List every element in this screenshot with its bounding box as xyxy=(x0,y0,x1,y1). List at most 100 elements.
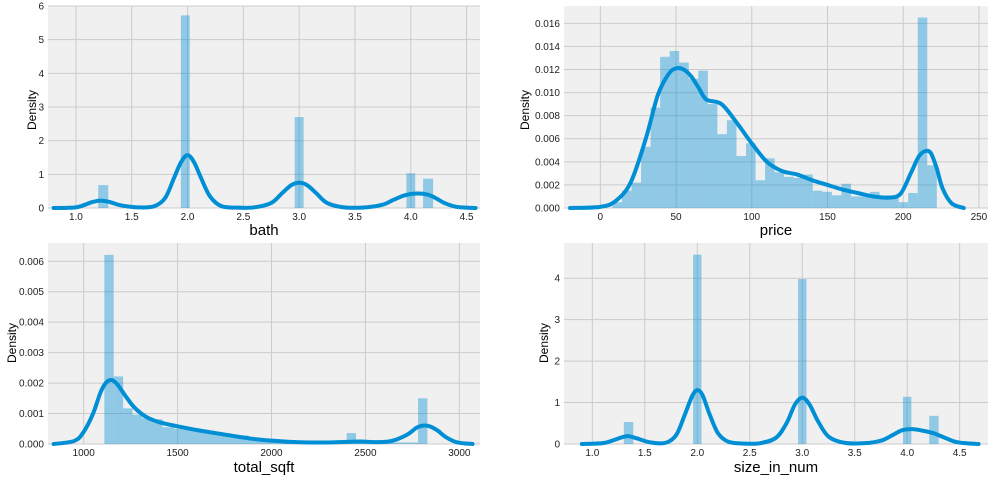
x-tick-label: 1500 xyxy=(166,448,189,459)
y-tick-label: 2 xyxy=(554,357,560,368)
histogram-bar xyxy=(889,196,899,208)
y-tick-label: 6 xyxy=(38,2,44,13)
histogram-bar xyxy=(151,419,163,444)
histogram-bar xyxy=(898,202,909,208)
y-tick-label: 0.006 xyxy=(535,134,560,145)
y-tick-label: 0.012 xyxy=(535,65,560,76)
y-axis-label-price: Density xyxy=(518,90,532,130)
y-tick-label: 5 xyxy=(38,35,44,46)
plot-area-total-sqft xyxy=(48,243,480,444)
y-tick-label: 1 xyxy=(38,170,44,181)
histogram-bar xyxy=(418,398,428,444)
grid-bath xyxy=(48,5,480,209)
grid-price xyxy=(564,6,988,209)
x-tick-label: 1.5 xyxy=(638,448,652,459)
histogram-bar xyxy=(927,165,937,208)
x-tick-label: 250 xyxy=(971,212,988,223)
histogram-bar xyxy=(185,429,201,444)
xticks-total-sqft: 1000 1500 2000 2500 3000 xyxy=(73,448,471,459)
panel-total-sqft: 1000 1500 2000 2500 3000 0.0000.0010.0020.00… xyxy=(5,243,480,476)
y-tick-label: 0.003 xyxy=(19,348,44,359)
histogram-bar xyxy=(765,158,775,208)
x-tick-label: 2.5 xyxy=(236,212,250,223)
histogram-bar xyxy=(831,195,842,208)
y-tick-label: 3 xyxy=(554,315,560,326)
y-tick-label: 0.001 xyxy=(19,409,44,420)
y-tick-label: 0 xyxy=(38,204,44,215)
histogram-bar xyxy=(870,191,880,208)
histogram-bar xyxy=(660,56,670,208)
yticks-size-in-num: 0 1 2 3 4 xyxy=(554,274,560,451)
histogram-bar xyxy=(850,196,861,208)
x-axis-label-total-sqft: total_sqft xyxy=(234,459,296,476)
histogram-bar xyxy=(717,134,727,208)
histogram-bar xyxy=(841,183,851,208)
y-tick-label: 1 xyxy=(554,398,560,409)
panel-price: 0 50 100 150 200 250 0.0000.0020.0040.0060.00… xyxy=(518,6,988,239)
x-tick-label: 1.0 xyxy=(69,212,83,223)
histogram-bar xyxy=(132,414,142,444)
kde-line-size-in-num xyxy=(579,388,981,446)
x-tick-label: 3.5 xyxy=(848,448,862,459)
histogram-bar xyxy=(612,202,622,208)
histogram-bar xyxy=(98,185,109,208)
x-tick-label: 3000 xyxy=(448,448,471,459)
y-tick-label: 0.000 xyxy=(19,440,44,451)
y-tick-label: 0.002 xyxy=(535,180,560,191)
histogram-bar xyxy=(860,196,871,208)
x-tick-label: 2000 xyxy=(260,448,283,459)
xticks-price: 0 50 100 150 200 250 xyxy=(598,212,988,223)
x-tick-label: 50 xyxy=(670,212,682,223)
y-tick-label: 0.005 xyxy=(19,287,44,298)
histogram-bar xyxy=(406,173,416,208)
histogram-bar xyxy=(879,195,890,208)
histogram-bar xyxy=(698,70,708,208)
histogram-bar xyxy=(669,51,680,208)
bins-size-in-num xyxy=(623,254,939,444)
histogram-bar xyxy=(917,17,928,208)
histogram-bar xyxy=(793,177,804,208)
x-tick-label: 0 xyxy=(598,212,604,223)
x-axis-label-bath: bath xyxy=(249,222,278,239)
histogram-bar xyxy=(631,182,642,208)
y-tick-label: 0.008 xyxy=(535,111,560,122)
histogram-bar xyxy=(679,62,689,209)
y-tick-label: 0.004 xyxy=(535,157,560,168)
histogram-bar xyxy=(200,431,216,444)
y-tick-label: 4 xyxy=(38,69,44,80)
x-axis-label-price: price xyxy=(760,222,793,239)
grid-total-sqft xyxy=(48,243,480,445)
x-tick-label: 4.0 xyxy=(900,448,914,459)
xticks-size-in-num: 1.0 1.5 2.0 2.5 3.0 3.5 4.0 4.5 xyxy=(585,448,967,459)
x-tick-label: 2.0 xyxy=(690,448,704,459)
histogram-bar xyxy=(693,254,702,444)
x-tick-label: 3.0 xyxy=(292,212,306,223)
histogram-bar xyxy=(784,176,794,208)
histogram-bar xyxy=(902,396,912,444)
y-axis-label-size-in-num: Density xyxy=(537,323,551,363)
x-tick-label: 150 xyxy=(819,212,836,223)
histogram-bar xyxy=(746,143,756,208)
bins-price xyxy=(612,17,937,209)
yticks-bath: 0 1 2 3 4 5 6 xyxy=(38,2,44,215)
histogram-bar xyxy=(726,120,737,208)
histogram-bar xyxy=(141,418,152,444)
histogram-bar xyxy=(650,107,661,208)
x-tick-label: 2.0 xyxy=(181,212,195,223)
histogram-bar xyxy=(803,174,813,208)
histogram-bar xyxy=(180,15,190,208)
x-tick-label: 3.5 xyxy=(348,212,362,223)
histogram-bar xyxy=(641,146,651,208)
panel-bath: 1.0 1.5 2.0 2.5 3.0 3.5 4.0 4.5 0 1 2 3 4 5 6 bath De… xyxy=(25,2,480,239)
histogram-bar xyxy=(113,376,124,444)
x-tick-label: 4.0 xyxy=(404,212,418,223)
x-tick-label: 100 xyxy=(743,212,760,223)
y-tick-label: 0.016 xyxy=(535,19,560,30)
histogram-bar xyxy=(798,279,807,444)
histogram-bar xyxy=(929,415,939,444)
histogram-bar xyxy=(123,408,133,444)
histogram-bar xyxy=(755,180,766,208)
histogram-bar xyxy=(621,190,632,208)
histogram-bar xyxy=(623,422,634,444)
